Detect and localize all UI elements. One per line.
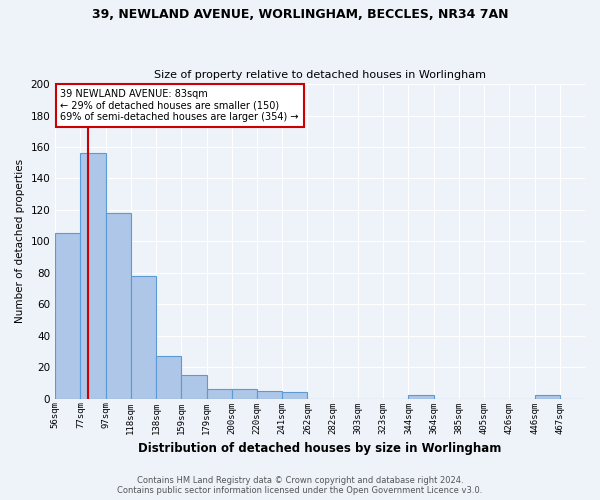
- Bar: [80, 154, 106, 398]
- Bar: [131, 276, 156, 398]
- Bar: [409, 396, 434, 398]
- Bar: [282, 392, 307, 398]
- Bar: [535, 396, 560, 398]
- Bar: [156, 356, 181, 399]
- Y-axis label: Number of detached properties: Number of detached properties: [15, 160, 25, 324]
- Bar: [257, 391, 282, 398]
- Bar: [55, 234, 80, 398]
- Bar: [206, 389, 232, 398]
- Text: 39 NEWLAND AVENUE: 83sqm
← 29% of detached houses are smaller (150)
69% of semi-: 39 NEWLAND AVENUE: 83sqm ← 29% of detach…: [61, 89, 299, 122]
- Bar: [181, 375, 206, 398]
- Bar: [232, 389, 257, 398]
- X-axis label: Distribution of detached houses by size in Worlingham: Distribution of detached houses by size …: [139, 442, 502, 455]
- Text: Contains HM Land Registry data © Crown copyright and database right 2024.
Contai: Contains HM Land Registry data © Crown c…: [118, 476, 482, 495]
- Text: 39, NEWLAND AVENUE, WORLINGHAM, BECCLES, NR34 7AN: 39, NEWLAND AVENUE, WORLINGHAM, BECCLES,…: [92, 8, 508, 20]
- Title: Size of property relative to detached houses in Worlingham: Size of property relative to detached ho…: [154, 70, 486, 81]
- Bar: [106, 213, 131, 398]
